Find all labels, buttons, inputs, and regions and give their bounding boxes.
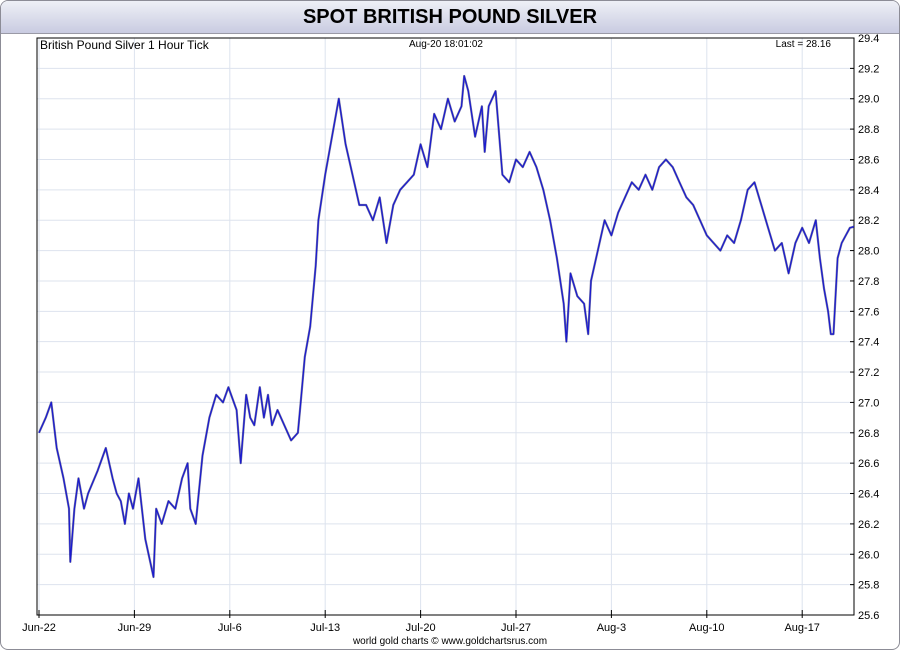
price-line-shadow <box>37 74 854 579</box>
y-tick-label: 26.4 <box>858 489 879 501</box>
y-tick-label: 27.2 <box>858 367 879 379</box>
x-tick-label: Jul-13 <box>310 622 340 634</box>
x-tick-label: Aug-10 <box>689 622 724 634</box>
chart-subtitle: British Pound Silver 1 Hour Tick <box>40 38 210 52</box>
y-tick-label: 28.2 <box>858 215 879 227</box>
y-tick-label: 29.0 <box>858 94 879 106</box>
y-tick-label: 27.0 <box>858 397 879 409</box>
x-tick-label: Jul-27 <box>501 622 531 634</box>
y-tick-label: 28.0 <box>858 246 879 258</box>
axis-ticks <box>38 37 854 618</box>
y-tick-label: 26.2 <box>858 519 879 531</box>
x-axis-labels: Jun-22 Jun-29 Jul-6 Jul-13 Jul-20 Jul-27 Aug-3… <box>22 622 820 634</box>
grid-lines <box>37 37 854 616</box>
y-tick-label: 28.6 <box>858 154 879 166</box>
price-line <box>38 75 854 578</box>
chart-title: SPOT BRITISH POUND SILVER <box>302 6 598 28</box>
last-price-label: Last = 28.16 <box>776 39 832 50</box>
timestamp-label: Aug-20 18:01:02 <box>409 39 483 50</box>
x-tick-label: Jul-6 <box>218 622 242 634</box>
y-axis-labels: 25.6 25.8 26.0 26.2 26.4 26.6 26.8 27.0 27.2 27.4… <box>858 33 879 622</box>
y-tick-label: 27.4 <box>858 337 879 349</box>
plot-area <box>36 37 855 616</box>
x-tick-label: Jul-20 <box>406 622 436 634</box>
y-tick-label: 28.8 <box>858 124 879 136</box>
chart-title-bar: SPOT BRITISH POUND SILVER <box>1 1 899 34</box>
y-tick-label: 29.2 <box>858 63 879 75</box>
x-tick-label: Aug-3 <box>597 622 626 634</box>
x-tick-label: Aug-17 <box>784 622 819 634</box>
y-tick-label: 25.6 <box>858 610 879 622</box>
series-group <box>37 74 854 579</box>
x-tick-label: Jun-29 <box>118 622 152 634</box>
y-tick-label: 26.8 <box>858 428 879 440</box>
y-tick-label: 26.0 <box>858 549 879 561</box>
y-tick-label: 26.6 <box>858 458 879 470</box>
y-tick-label: 27.8 <box>858 276 879 288</box>
x-tick-label: Jun-22 <box>22 622 56 634</box>
y-tick-label: 29.4 <box>858 33 879 45</box>
y-tick-label: 25.8 <box>858 580 879 592</box>
y-tick-label: 27.6 <box>858 306 879 318</box>
footer-credit: world gold charts © www.goldchartsrus.co… <box>352 636 547 647</box>
y-tick-label: 28.4 <box>858 185 879 197</box>
